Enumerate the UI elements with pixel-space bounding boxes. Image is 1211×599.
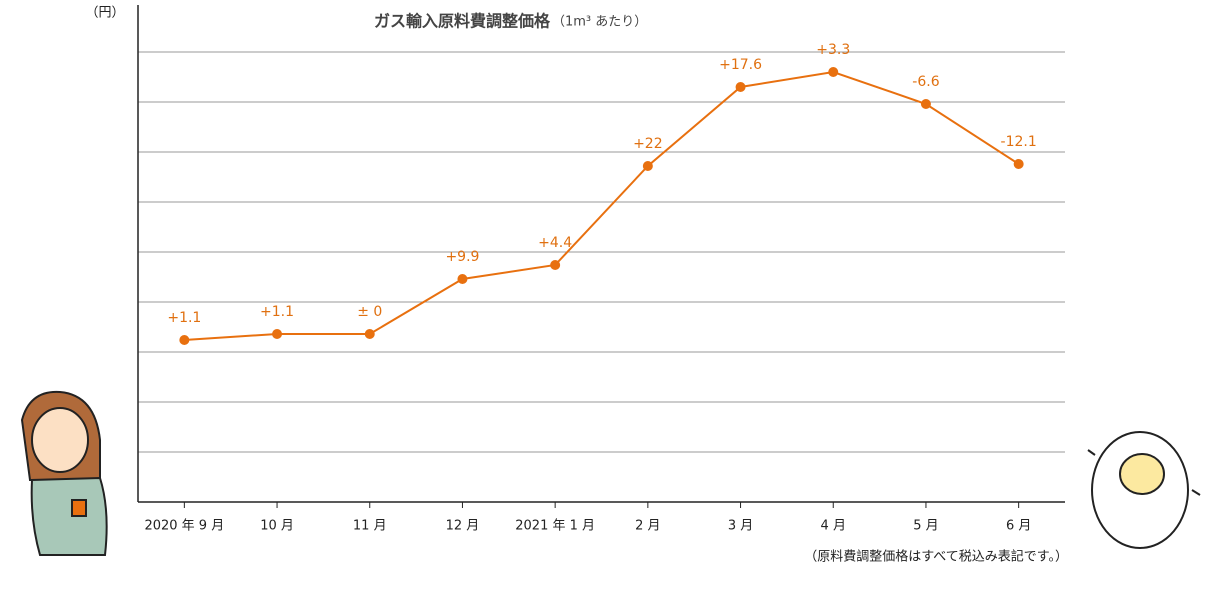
sheep-illustration (1087, 431, 1201, 549)
note: （原料費調整価格はすべて税込み表記です。） (804, 549, 1068, 565)
x-tick-label: 2020 年 9 月 (144, 519, 224, 534)
x-tick-label: 10 月 (260, 519, 294, 534)
point (550, 260, 561, 270)
point (272, 329, 283, 339)
x-tick-label: 11 月 (353, 519, 387, 534)
y-axis-label: （円） (85, 6, 124, 21)
x-tick-label: 4 月 (821, 519, 846, 534)
x-tick-label: 2021 年 1 月 (515, 519, 595, 534)
point-annotation: +3.3 (816, 42, 850, 58)
point-annotation: +1.1 (260, 304, 294, 320)
point (828, 67, 839, 77)
x-tick-label: 2 月 (635, 519, 660, 534)
point (920, 99, 931, 109)
point-annotation: +22 (633, 136, 663, 152)
point (179, 335, 190, 345)
point-annotation: -6.6 (912, 74, 939, 90)
chart-title: ガス輸入原料費調整価格 (374, 12, 551, 31)
point-annotation: +9.9 (445, 249, 479, 265)
x-tick-label: 5 月 (913, 519, 938, 534)
point (457, 274, 468, 284)
x-tick-label: 12 月 (446, 519, 480, 534)
point (735, 82, 746, 92)
point (364, 329, 375, 339)
point (642, 161, 653, 171)
point-annotation: ± 0 (357, 304, 382, 320)
point-annotation: +17.6 (719, 57, 762, 73)
x-tick-label: 3 月 (728, 519, 753, 534)
point-annotation: +4.4 (538, 235, 572, 251)
chart-subtitle: （1m³ あたり） (552, 15, 647, 30)
point-annotation: +1.1 (167, 310, 201, 326)
x-tick-label: 6 月 (1006, 519, 1031, 534)
girl-illustration (20, 390, 108, 556)
point-annotation: -12.1 (1001, 134, 1037, 150)
point (1013, 159, 1024, 169)
line (184, 70, 1020, 341)
